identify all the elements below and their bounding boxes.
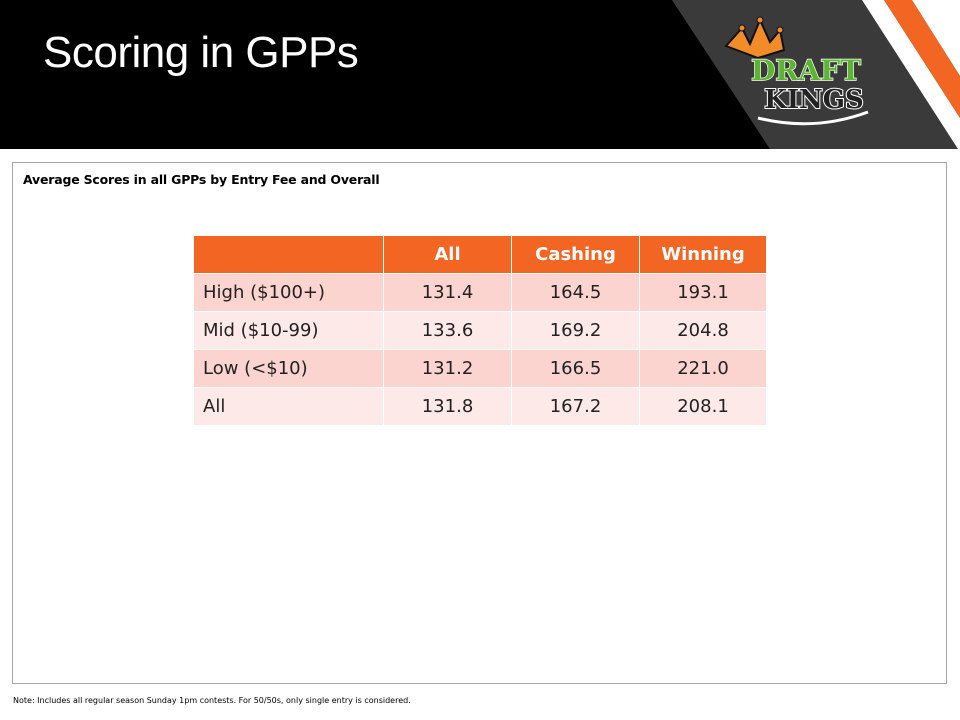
column-header-cashing: Cashing [512,236,640,274]
cell-cashing: 167.2 [512,388,640,426]
slide-header: Scoring in GPPs DRAFT KINGS [0,0,960,149]
cell-cashing: 166.5 [512,350,640,388]
cell-winning: 208.1 [640,388,767,426]
cell-all: 131.4 [384,274,512,312]
column-header-all: All [384,236,512,274]
table-header-row: All Cashing Winning [194,236,767,274]
table-row: All 131.8 167.2 208.1 [194,388,767,426]
cell-winning: 221.0 [640,350,767,388]
cell-cashing: 164.5 [512,274,640,312]
cell-all: 131.8 [384,388,512,426]
footnote: Note: Includes all regular season Sunday… [13,696,411,705]
cell-winning: 193.1 [640,274,767,312]
logo-line2: KINGS [764,85,864,115]
row-label: Mid ($10-99) [194,312,384,350]
content-panel: Average Scores in all GPPs by Entry Fee … [12,162,947,684]
table-row: Mid ($10-99) 133.6 169.2 204.8 [194,312,767,350]
logo-line1: DRAFT [751,54,861,87]
cell-winning: 204.8 [640,312,767,350]
scores-table: All Cashing Winning High ($100+) 131.4 1… [194,236,767,426]
cell-all: 131.2 [384,350,512,388]
cell-all: 133.6 [384,312,512,350]
cell-cashing: 169.2 [512,312,640,350]
table-row: Low (<$10) 131.2 166.5 221.0 [194,350,767,388]
table-row: High ($100+) 131.4 164.5 193.1 [194,274,767,312]
row-label: All [194,388,384,426]
column-header-winning: Winning [640,236,767,274]
column-header-label [194,236,384,274]
panel-title: Average Scores in all GPPs by Entry Fee … [23,172,380,187]
draftkings-logo: DRAFT KINGS [724,16,869,126]
row-label: Low (<$10) [194,350,384,388]
row-label: High ($100+) [194,274,384,312]
slide-title: Scoring in GPPs [43,28,359,77]
crown-icon [724,16,786,60]
